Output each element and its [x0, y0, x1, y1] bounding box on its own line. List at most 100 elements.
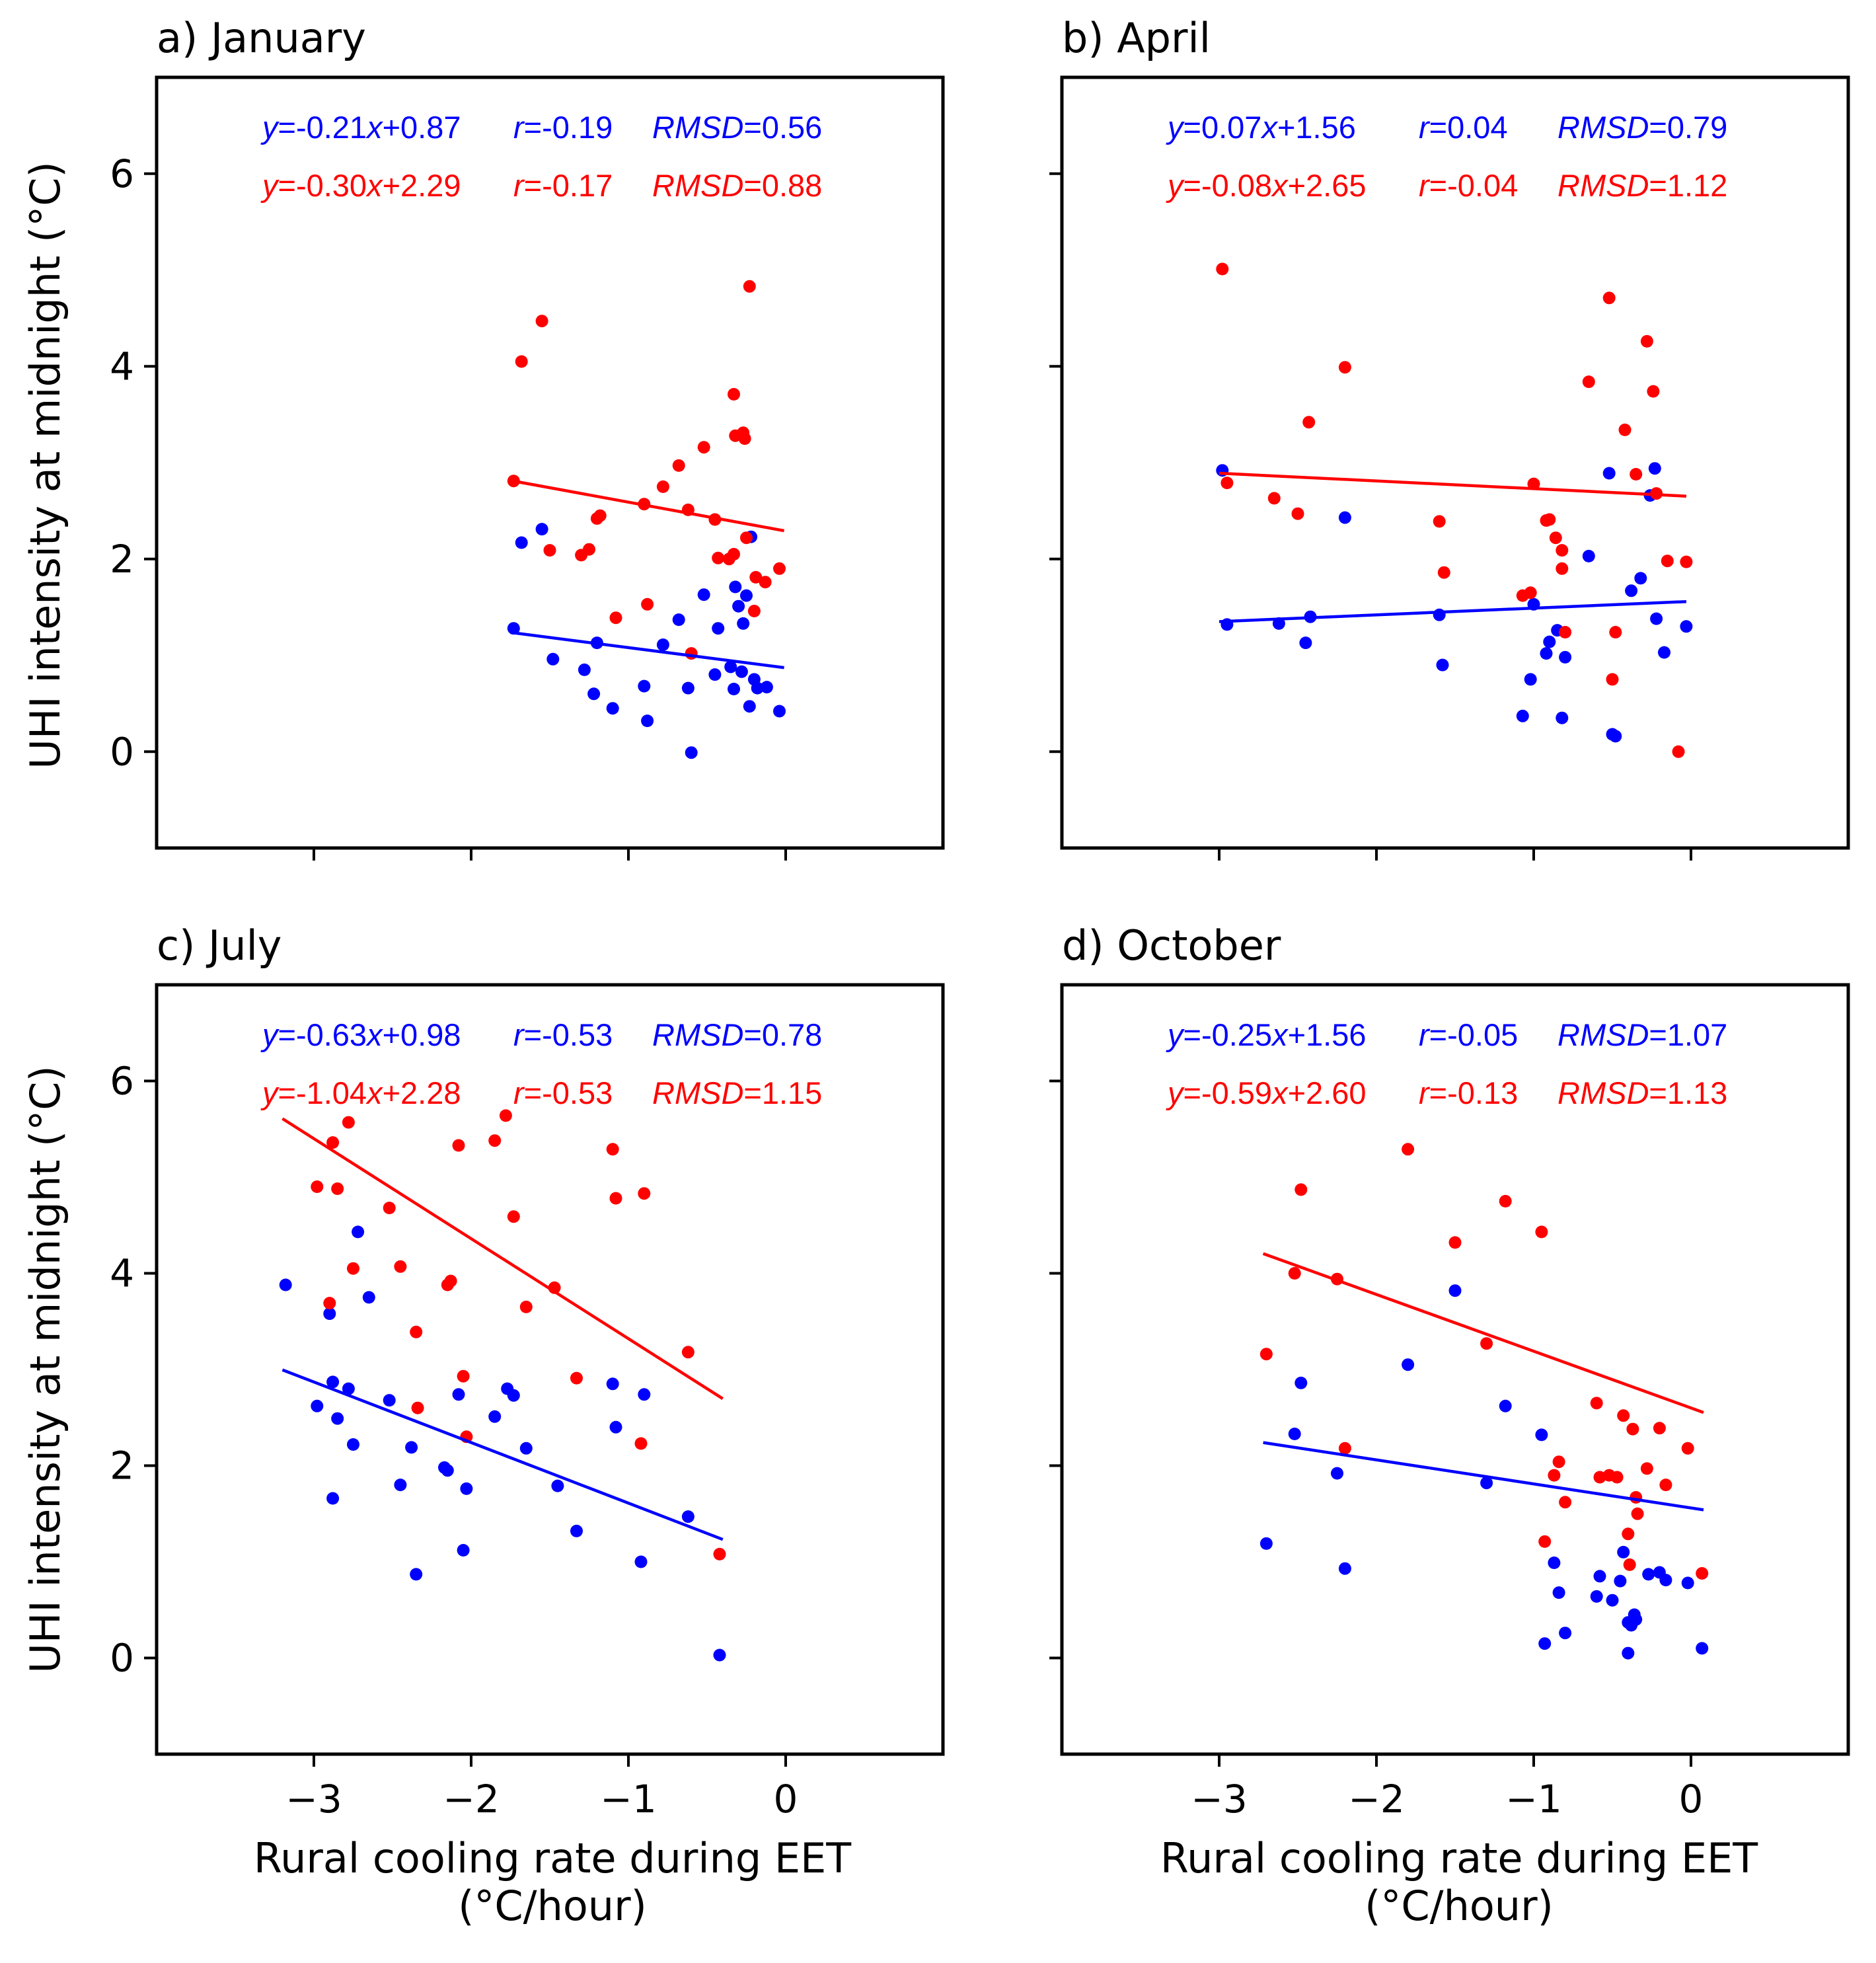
red-point — [507, 1210, 520, 1223]
red-point — [712, 551, 725, 564]
red-point — [1288, 1267, 1301, 1280]
blue-point — [342, 1382, 355, 1395]
red-point — [543, 544, 556, 557]
blue-point — [609, 1420, 622, 1434]
red-point — [570, 1371, 583, 1385]
blue-point — [1658, 646, 1670, 659]
blue-point — [1331, 1467, 1343, 1480]
y-axis-label-top: UHI intensity at midnight (°C) — [21, 161, 69, 769]
panel-title-january: a) January — [157, 14, 366, 62]
red-point — [738, 432, 751, 445]
blue-point — [737, 617, 750, 630]
blue-point — [1609, 730, 1622, 743]
blue-point — [1338, 511, 1351, 524]
blue-point — [1582, 549, 1595, 562]
red-point — [681, 1346, 694, 1359]
red-point — [1626, 1422, 1639, 1436]
red-point — [1527, 477, 1540, 490]
red-fit-line — [281, 1117, 724, 1401]
blue-point — [279, 1278, 292, 1291]
x-tick-label: −2 — [1348, 1777, 1405, 1822]
x-tick-label: −3 — [285, 1777, 342, 1822]
plot-frame — [155, 983, 945, 1756]
red-point — [347, 1262, 359, 1275]
panel-january: a) January 0 2 4 6 y=-0.21x+0.87 r=-0.19 RMSD=0… — [110, 14, 945, 861]
y-tick-label: 6 — [110, 151, 134, 196]
red-point — [488, 1134, 502, 1147]
red-point — [1602, 291, 1616, 305]
blue-correlation-text: r=-0.05 — [1419, 1017, 1518, 1052]
red-point — [593, 509, 607, 522]
red-fit-equation-text: y=-0.59x+2.60 — [1166, 1075, 1367, 1110]
blue-point — [1630, 1613, 1643, 1626]
blue-point — [708, 668, 722, 681]
y-tick-label: 2 — [110, 1443, 134, 1488]
red-point — [638, 1187, 651, 1200]
panel-july: c) July −3 −2 −1 0 0 2 4 6 y=-0.63x+0.98 r=-0.53 RM… — [110, 921, 945, 1822]
y-tick-label: 4 — [110, 344, 134, 389]
blue-point — [507, 622, 520, 635]
blue-point — [1552, 1586, 1565, 1599]
red-point — [1559, 1496, 1572, 1509]
blue-point — [656, 638, 669, 651]
red-point — [1622, 1527, 1635, 1541]
blue-point — [570, 1524, 583, 1537]
red-point — [1623, 1558, 1636, 1571]
red-point — [1681, 1442, 1694, 1455]
blue-point — [1540, 647, 1553, 660]
blue-point — [331, 1412, 344, 1425]
red-fit-line — [510, 479, 785, 533]
blue-point — [519, 1442, 533, 1455]
blue-point — [1338, 1562, 1351, 1575]
blue-point — [735, 665, 748, 678]
x-axis-label-left-line1: Rural cooling rate during EET — [254, 1834, 852, 1882]
red-point — [1640, 1462, 1653, 1475]
plot-frame — [1060, 983, 1850, 1756]
blue-point — [743, 700, 756, 713]
red-point — [609, 611, 622, 625]
blue-point — [1288, 1428, 1301, 1440]
blue-point — [1538, 1637, 1552, 1650]
red-point — [1291, 507, 1304, 520]
red-point — [1631, 1507, 1644, 1520]
red-point — [1610, 1471, 1624, 1484]
blue-point — [535, 523, 548, 536]
x-tick-label: −3 — [1191, 1777, 1248, 1822]
red-point — [342, 1116, 355, 1129]
red-point — [311, 1180, 324, 1193]
red-point — [1609, 626, 1622, 638]
blue-point — [751, 681, 764, 695]
blue-point — [515, 536, 528, 549]
red-point — [1437, 566, 1450, 579]
blue-point — [728, 683, 740, 695]
red-point — [1630, 468, 1643, 481]
red-point — [383, 1202, 396, 1215]
blue-correlation-text: r=-0.53 — [513, 1017, 613, 1052]
panel-title-october: d) October — [1062, 921, 1281, 970]
x-tick-label: −1 — [1505, 1777, 1562, 1822]
blue-point — [488, 1410, 502, 1423]
blue-point — [634, 1555, 648, 1568]
blue-point — [441, 1464, 454, 1477]
blue-point — [1602, 467, 1616, 480]
blue-fit-line — [1219, 599, 1686, 623]
y-tick-label: 2 — [110, 537, 134, 582]
blue-point — [681, 681, 694, 695]
blue-point — [697, 588, 710, 601]
red-point — [697, 441, 710, 454]
blue-point — [681, 1510, 694, 1523]
red-point — [519, 1300, 533, 1313]
blue-point — [1448, 1284, 1462, 1297]
red-point — [1680, 555, 1693, 568]
red-point — [713, 1547, 726, 1560]
blue-point — [1590, 1590, 1603, 1603]
red-point — [326, 1136, 340, 1149]
red-point — [411, 1401, 424, 1414]
blue-point — [1622, 1646, 1635, 1660]
red-point — [759, 576, 772, 589]
y-axis-label-bottom: UHI intensity at midnight (°C) — [21, 1065, 69, 1673]
blue-fit-line — [510, 631, 784, 670]
x-tick-label: −2 — [443, 1777, 500, 1822]
red-rmsd-text: RMSD=1.12 — [1557, 168, 1727, 203]
blue-point — [1648, 462, 1661, 475]
